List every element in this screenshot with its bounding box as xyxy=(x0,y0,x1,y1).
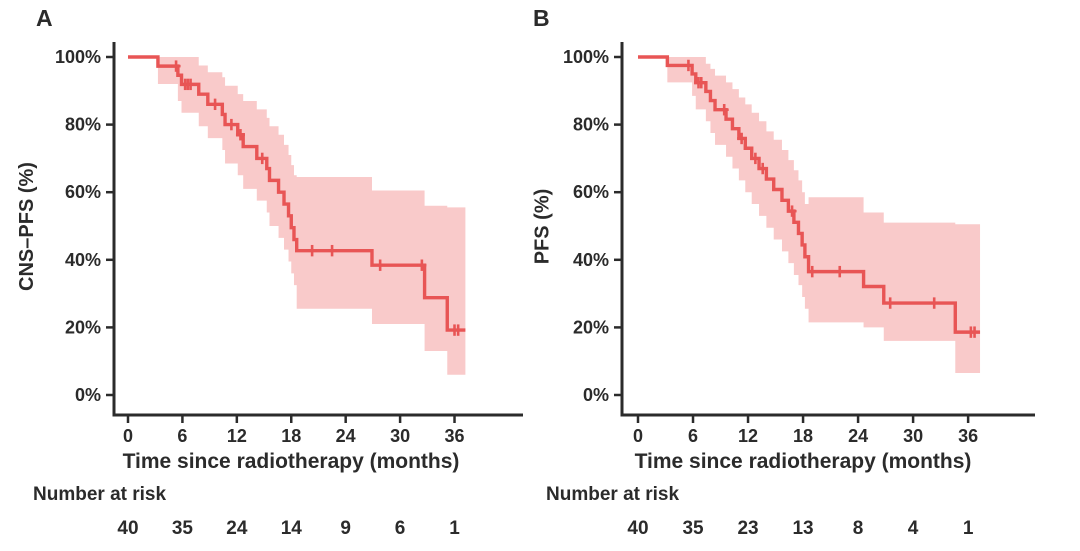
risk-count-a: 9 xyxy=(340,518,351,539)
y-tick-label-a: 60% xyxy=(65,182,101,202)
x-tick-label-b: 12 xyxy=(738,426,758,446)
x-tick-label-a: 0 xyxy=(123,426,133,446)
x-tick-label-b: 18 xyxy=(793,426,813,446)
number-at-risk-label-b: Number at risk xyxy=(546,484,680,505)
risk-count-b: 35 xyxy=(682,518,704,539)
x-axis-title-a: Time since radiotherapy (months) xyxy=(122,450,460,473)
x-tick-label-b: 0 xyxy=(633,426,643,446)
y-tick-label-a: 100% xyxy=(55,47,101,67)
risk-count-b: 4 xyxy=(908,518,919,539)
y-tick-label-a: 20% xyxy=(65,317,101,337)
panel-label-b: B xyxy=(533,5,550,31)
x-tick-label-a: 36 xyxy=(445,426,465,446)
y-axis-title-b: PFS (%) xyxy=(531,188,554,264)
x-tick-label-a: 24 xyxy=(336,426,356,446)
risk-count-b: 23 xyxy=(737,518,758,539)
y-tick-label-a: 40% xyxy=(65,250,101,270)
risk-count-b: 13 xyxy=(792,518,813,539)
panel-label-a: A xyxy=(36,5,53,31)
risk-count-a: 6 xyxy=(395,518,406,539)
risk-count-b: 40 xyxy=(627,518,648,539)
y-tick-label-b: 40% xyxy=(573,250,609,270)
x-tick-label-b: 36 xyxy=(958,426,978,446)
risk-count-a: 14 xyxy=(281,518,303,539)
km-curve-a xyxy=(128,55,466,332)
y-tick-label-a: 0% xyxy=(75,385,101,405)
risk-count-b: 8 xyxy=(853,518,864,539)
risk-count-a: 1 xyxy=(449,518,460,539)
risk-count-a: 24 xyxy=(226,518,248,539)
y-axis-title-wrap-b: PFS (%) xyxy=(529,56,557,396)
x-tick-label-a: 12 xyxy=(227,426,247,446)
x-tick-label-a: 18 xyxy=(281,426,301,446)
x-tick-label-b: 6 xyxy=(688,426,698,446)
y-tick-label-b: 100% xyxy=(563,47,609,67)
x-tick-label-b: 30 xyxy=(903,426,923,446)
risk-count-b: 1 xyxy=(963,518,974,539)
x-tick-label-a: 30 xyxy=(390,426,410,446)
y-tick-label-b: 0% xyxy=(583,385,609,405)
y-axis-title-wrap-a: CNS–PFS (%) xyxy=(13,56,41,396)
confidence-band-b xyxy=(667,57,981,374)
confidence-band-a xyxy=(157,57,466,375)
y-tick-label-b: 20% xyxy=(573,317,609,337)
risk-count-a: 40 xyxy=(117,518,138,539)
x-axis-title-b: Time since radiotherapy (months) xyxy=(634,450,972,473)
x-tick-label-b: 24 xyxy=(848,426,868,446)
y-tick-label-a: 80% xyxy=(65,115,101,135)
number-at-risk-label-a: Number at risk xyxy=(33,484,167,505)
y-tick-label-b: 80% xyxy=(573,115,609,135)
risk-count-a: 35 xyxy=(172,518,194,539)
x-tick-label-a: 6 xyxy=(177,426,187,446)
y-tick-label-b: 60% xyxy=(573,182,609,202)
y-axis-title-a: CNS–PFS (%) xyxy=(15,161,38,291)
